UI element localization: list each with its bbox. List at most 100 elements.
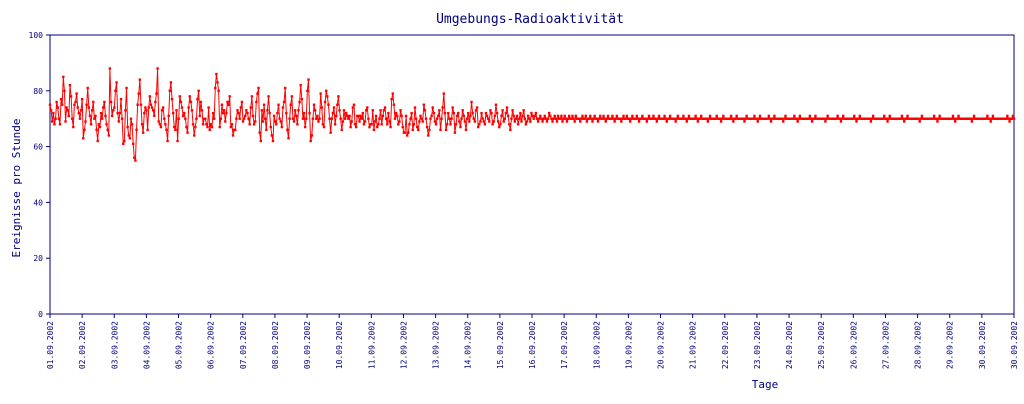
data-point	[179, 100, 183, 104]
data-point	[394, 111, 398, 115]
data-point	[508, 123, 511, 126]
data-point	[227, 103, 230, 106]
data-point	[411, 128, 414, 132]
data-point	[73, 103, 76, 106]
data-point	[189, 100, 193, 104]
data-point	[160, 109, 164, 112]
data-point	[241, 120, 245, 123]
data-point	[165, 128, 168, 132]
data-point	[292, 120, 296, 123]
data-point	[580, 117, 583, 120]
data-point	[204, 117, 207, 120]
data-point	[597, 117, 601, 120]
data-point	[323, 100, 327, 104]
data-point	[545, 120, 549, 123]
data-point	[282, 100, 286, 104]
data-point	[228, 95, 231, 98]
data-point	[455, 114, 459, 118]
data-point	[495, 111, 499, 115]
data-point	[491, 123, 494, 126]
data-point	[372, 128, 376, 132]
data-point	[293, 109, 297, 112]
data-point	[708, 114, 712, 118]
data-point	[72, 125, 75, 129]
data-point	[506, 114, 510, 118]
data-point	[434, 123, 438, 126]
data-point	[118, 111, 122, 115]
data-point	[732, 120, 735, 123]
data-point	[556, 114, 560, 118]
x-tick-label: 18.09.2002	[592, 321, 601, 369]
data-point	[332, 106, 336, 109]
data-point	[58, 123, 62, 126]
data-point	[218, 125, 221, 129]
data-point	[159, 125, 163, 129]
data-point	[504, 111, 508, 115]
data-point	[149, 103, 153, 106]
data-point	[539, 114, 542, 118]
data-point	[605, 117, 609, 120]
data-point	[396, 114, 399, 118]
data-point	[387, 111, 390, 115]
data-point	[685, 120, 688, 123]
data-point	[84, 120, 87, 123]
data-point	[226, 100, 229, 104]
data-point	[354, 125, 358, 129]
data-point	[757, 117, 761, 120]
data-point	[374, 114, 378, 118]
data-point	[62, 75, 65, 79]
data-point	[570, 117, 573, 120]
data-point	[655, 120, 658, 123]
data-point	[140, 123, 144, 126]
data-point	[415, 125, 419, 129]
data-point	[935, 117, 938, 120]
data-point	[841, 114, 845, 118]
data-point	[489, 109, 492, 112]
data-point	[676, 114, 680, 118]
data-point	[628, 120, 632, 123]
data-point	[242, 117, 246, 120]
data-point	[77, 111, 81, 115]
data-point	[514, 117, 518, 120]
data-point	[745, 114, 748, 118]
data-point	[936, 120, 939, 123]
data-point	[188, 95, 191, 98]
data-point	[234, 128, 237, 132]
x-tick-label: 29.09.2002	[946, 321, 955, 369]
x-tick-label: 19.09.2002	[624, 321, 633, 369]
data-point	[532, 117, 535, 120]
data-point	[826, 114, 829, 118]
data-point	[798, 114, 802, 118]
data-point	[59, 97, 63, 101]
data-point	[488, 120, 491, 123]
data-point	[901, 117, 905, 120]
data-point	[437, 114, 440, 118]
data-point	[550, 117, 553, 120]
data-point	[938, 114, 941, 118]
data-point	[237, 111, 240, 115]
data-point	[665, 120, 668, 123]
y-tick-label: 20	[33, 254, 43, 263]
data-point	[492, 120, 495, 123]
data-point	[430, 114, 433, 118]
data-point	[477, 125, 480, 129]
data-point	[553, 114, 556, 118]
data-point	[858, 114, 861, 118]
data-point	[301, 117, 305, 120]
data-point	[453, 131, 457, 134]
data-point	[114, 89, 117, 92]
data-point	[404, 114, 408, 118]
data-point	[1006, 114, 1009, 118]
x-tick-label: 16.09.2002	[528, 321, 537, 369]
data-point	[772, 117, 775, 120]
data-point	[250, 95, 254, 98]
data-point	[698, 117, 702, 120]
data-point	[468, 120, 471, 123]
data-point	[230, 123, 234, 126]
data-point	[459, 125, 462, 129]
data-point	[682, 114, 685, 118]
data-point	[340, 128, 343, 132]
data-point	[229, 125, 233, 129]
data-point	[48, 103, 52, 106]
data-point	[885, 117, 888, 120]
